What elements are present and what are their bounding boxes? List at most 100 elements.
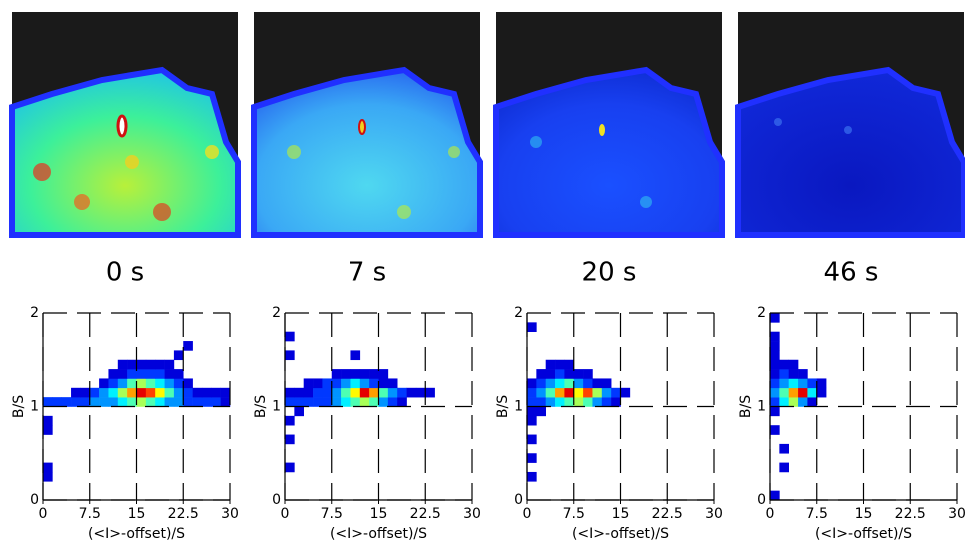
heatmap-cell	[145, 378, 156, 389]
heatmap-cell	[350, 378, 361, 389]
heatmap-cell	[52, 397, 62, 407]
x-tick-label: 7.5	[79, 506, 101, 522]
heatmap-cell	[425, 387, 435, 398]
heatmap-cell	[136, 359, 147, 370]
heatmap-cell	[545, 387, 556, 398]
heatmap-cell	[592, 387, 603, 398]
heatmap-cell	[770, 397, 780, 407]
heatmap-cell	[527, 453, 537, 463]
y-tick-label: 2	[757, 305, 766, 321]
heatmap-cell	[127, 387, 137, 398]
heatmap-cell	[173, 350, 184, 361]
heatmap-cell	[99, 397, 109, 407]
image-panel	[251, 12, 483, 238]
heatmap-cell	[173, 369, 184, 379]
heatmap-cell	[117, 378, 128, 389]
heatmap-cell	[341, 387, 351, 398]
heatmap-cell	[564, 397, 575, 407]
heatmap-cell	[611, 387, 621, 398]
heatmap-cell	[545, 359, 556, 370]
y-tick-label: 1	[30, 399, 39, 415]
heatmap-cell	[415, 387, 426, 398]
heatmap-cell	[583, 387, 593, 398]
heatmap-cell	[555, 359, 565, 370]
x-tick-label: 15	[855, 506, 873, 522]
image-panel	[9, 12, 241, 238]
heatmap-cell	[80, 397, 91, 407]
heatmap-cell	[816, 378, 827, 389]
time-label: 46 s	[824, 258, 879, 288]
heatmap-cell	[294, 397, 304, 407]
time-label: 0 s	[106, 258, 144, 288]
heatmap-cell	[397, 397, 407, 407]
heatmap-cell	[155, 387, 165, 398]
heatmap-cell	[378, 369, 389, 379]
heatmap-cell	[43, 462, 53, 473]
y-axis-label: B/S	[11, 395, 27, 418]
heatmap-cell	[555, 378, 565, 389]
x-axis-label: (<I>-offset)/S	[815, 526, 912, 542]
heatmap-cell	[285, 462, 295, 473]
heatmap-cell	[536, 387, 546, 398]
heatmap-cell	[779, 359, 789, 370]
image-panel	[735, 12, 965, 238]
x-tick-label: 30	[463, 506, 481, 522]
heatmap-cell	[285, 331, 295, 342]
heatmap-cell	[89, 387, 100, 398]
x-tick-label: 0	[523, 506, 532, 522]
heatmap-cell	[183, 341, 193, 351]
heatmap-cell	[807, 387, 818, 398]
heatmap-cell	[164, 378, 175, 389]
heatmap-cell	[145, 387, 156, 398]
heatmap-cell	[779, 462, 789, 473]
heatmap-cell	[322, 378, 333, 389]
heatmap-cell	[770, 387, 780, 398]
x-tick-label: 22.5	[168, 506, 199, 522]
heatmap-cell	[294, 406, 304, 417]
heatmap-cell	[201, 397, 212, 407]
y-axis-label: B/S	[738, 395, 754, 418]
heatmap-cell	[620, 387, 631, 398]
heatmap-cell	[341, 378, 351, 389]
heatmap-cell	[527, 406, 537, 417]
heatmap-cell	[43, 397, 53, 407]
heatmap-cell	[89, 397, 100, 407]
heatmap-cell	[127, 378, 137, 389]
heatmap-cell	[788, 387, 799, 398]
heatmap-cell	[201, 387, 212, 398]
heatmap-cell	[601, 387, 612, 398]
heatmap-cell	[285, 397, 295, 407]
x-axis-label: (<I>-offset)/S	[88, 526, 185, 542]
heatmap-cell	[285, 415, 295, 426]
heatmap-cell	[770, 425, 780, 435]
heatmap-cell	[313, 397, 323, 407]
heatmap-cell	[536, 369, 546, 379]
heatmap-cell	[536, 378, 546, 389]
heatmap-cell	[359, 378, 370, 389]
heatmap-cell	[322, 387, 333, 398]
heatmap-cell	[536, 397, 546, 407]
heatmap-cell	[779, 387, 789, 398]
y-tick-label: 1	[272, 399, 281, 415]
heatmap-cell	[285, 387, 295, 398]
heatmap-cell	[527, 322, 537, 332]
heatmap-cell	[564, 378, 575, 389]
y-tick-label: 1	[514, 399, 523, 415]
heatmap-cell	[555, 387, 565, 398]
heatmap-cell	[322, 397, 333, 407]
heatmap-cell	[816, 387, 827, 398]
time-label: 20 s	[582, 258, 637, 288]
x-axis-label: (<I>-offset)/S	[330, 526, 427, 542]
heatmap-cell	[770, 341, 780, 351]
heatmap-cell	[564, 387, 575, 398]
heatmap-cell	[164, 397, 175, 407]
heatmap-cell	[99, 378, 109, 389]
heatmap-cell	[155, 378, 165, 389]
heatmap-cell	[285, 350, 295, 361]
heatmap-cell	[145, 359, 156, 370]
heatmap-cell	[285, 434, 295, 445]
heatmap-cell	[770, 331, 780, 342]
y-tick-label: 0	[514, 492, 523, 508]
x-tick-label: 7.5	[806, 506, 828, 522]
